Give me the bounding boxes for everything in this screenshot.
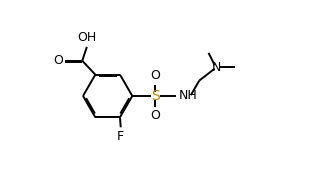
- Text: O: O: [151, 109, 160, 122]
- Text: NH: NH: [178, 89, 197, 102]
- Text: S: S: [151, 89, 160, 103]
- Text: N: N: [212, 61, 221, 74]
- Text: F: F: [117, 130, 124, 143]
- Text: O: O: [151, 70, 160, 82]
- Text: O: O: [53, 54, 63, 67]
- Text: OH: OH: [77, 31, 97, 44]
